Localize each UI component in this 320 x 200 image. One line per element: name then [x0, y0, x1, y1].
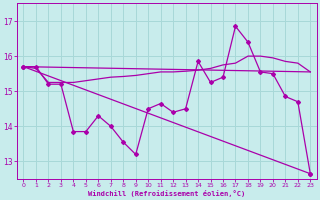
X-axis label: Windchill (Refroidissement éolien,°C): Windchill (Refroidissement éolien,°C) [88, 190, 245, 197]
